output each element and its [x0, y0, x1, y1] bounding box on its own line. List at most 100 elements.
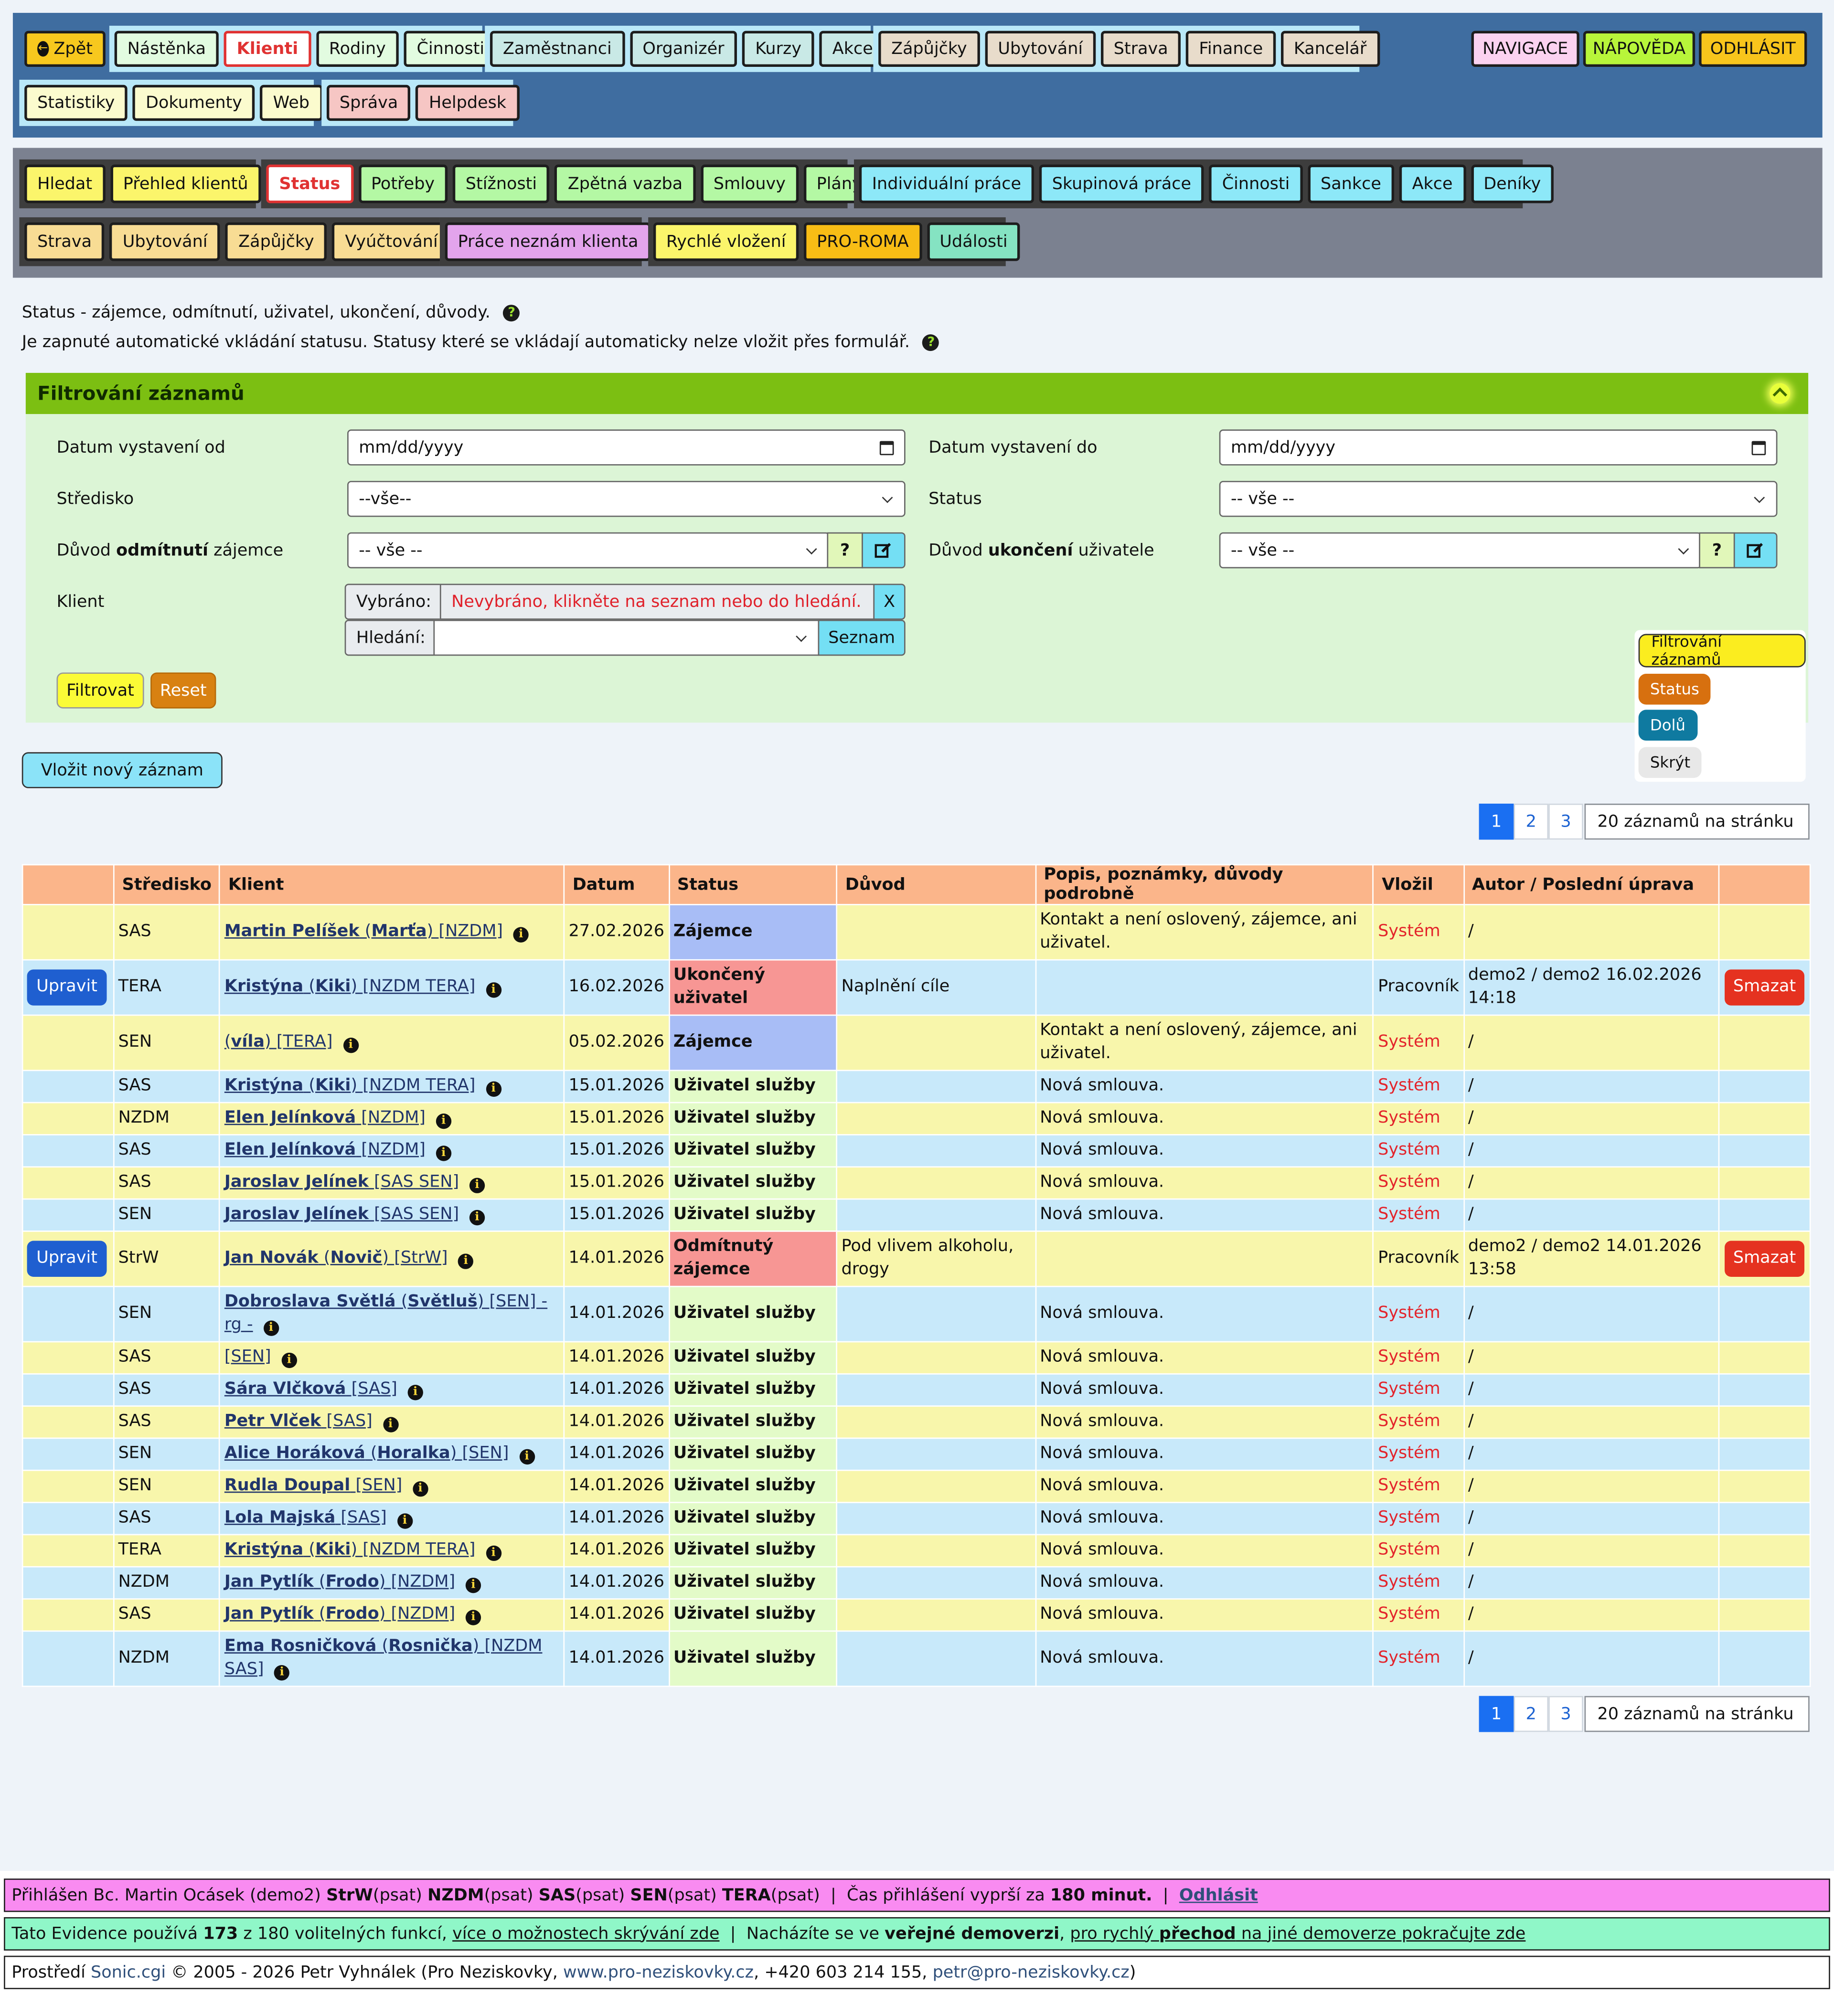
client-link[interactable]: Elen Jelínková [NZDM] — [224, 1108, 426, 1127]
info-icon[interactable]: i — [469, 1178, 485, 1193]
client-link[interactable]: Jan Pytlík (Frodo) [NZDM] — [224, 1604, 456, 1624]
duvod-odmitnuti-help-button[interactable]: ? — [827, 532, 863, 569]
calendar-icon[interactable] — [1751, 441, 1766, 456]
client-link[interactable]: Ema Rosničková (Rosnička) [NZDM SAS] — [224, 1636, 543, 1679]
jump-dolu-button[interactable]: Dolů — [1638, 710, 1697, 741]
sub-vyuctovani[interactable]: Vyúčtování — [332, 222, 451, 261]
edit-button[interactable]: Upravit — [27, 1241, 107, 1277]
info-icon[interactable]: i — [465, 1610, 481, 1625]
duvod-odmitnuti-edit-button[interactable] — [862, 532, 906, 569]
nav-zapujcky[interactable]: Zápůjčky — [878, 31, 980, 67]
duvod-ukonceni-select[interactable]: -- vše -- — [1219, 532, 1702, 569]
reset-button[interactable]: Reset — [150, 672, 216, 709]
client-link[interactable]: Kristýna (Kiki) [NZDM TERA] — [224, 1540, 476, 1560]
per-page-select[interactable]: 20 záznamů na stránku — [1584, 1696, 1810, 1732]
sub-zpetna-vazba[interactable]: Zpětná vazba — [554, 164, 696, 203]
delete-button[interactable]: Smazat — [1725, 1241, 1804, 1277]
info-icon[interactable]: i — [519, 1449, 535, 1465]
hide-button[interactable]: Skrýt — [1638, 747, 1702, 778]
client-link[interactable]: Alice Horáková (Horalka) [SEN] — [224, 1444, 509, 1464]
nav-dokumenty[interactable]: Dokumenty — [133, 85, 255, 121]
demo-switch-link[interactable]: pro rychlý přechod na jiné demoverze pok… — [1070, 1924, 1525, 1943]
nav-finance[interactable]: Finance — [1186, 31, 1276, 67]
sub-deniky[interactable]: Deníky — [1471, 164, 1554, 203]
collapse-chevron-icon[interactable] — [1770, 383, 1791, 404]
client-link[interactable]: Elen Jelínková [NZDM] — [224, 1141, 426, 1160]
nav-ubytovani[interactable]: Ubytování — [985, 31, 1096, 67]
client-link[interactable]: (víla) [TERA] — [224, 1032, 333, 1052]
filtrovat-button[interactable]: Filtrovat — [56, 672, 144, 709]
info-icon[interactable]: i — [436, 1113, 451, 1129]
nav-organizer[interactable]: Organizér — [629, 31, 737, 67]
nav-rodiny[interactable]: Rodiny — [316, 31, 399, 67]
page-1[interactable]: 1 — [1479, 1696, 1514, 1732]
sub-rychle-vlozeni[interactable]: Rychlé vložení — [653, 222, 799, 261]
client-link[interactable]: Lola Majská [SAS] — [224, 1508, 387, 1528]
info-icon[interactable]: i — [513, 927, 529, 943]
sonic-link[interactable]: Sonic.cgi — [90, 1963, 166, 1982]
info-icon[interactable]: i — [469, 1210, 485, 1226]
sub-hledat[interactable]: Hledat — [24, 164, 106, 203]
client-link[interactable]: Kristýna (Kiki) [NZDM TERA] — [224, 1076, 476, 1096]
help-icon[interactable]: ? — [922, 334, 939, 351]
sub-akce[interactable]: Akce — [1399, 164, 1466, 203]
info-icon[interactable]: i — [343, 1038, 359, 1053]
info-icon[interactable]: i — [485, 982, 501, 998]
stredisko-select[interactable]: --vše-- — [347, 481, 906, 517]
seznam-button[interactable]: Seznam — [818, 619, 906, 656]
client-link[interactable]: Jaroslav Jelínek [SAS SEN] — [224, 1205, 459, 1224]
duvod-ukonceni-help-button[interactable]: ? — [1699, 532, 1735, 569]
info-icon[interactable]: i — [485, 1081, 501, 1097]
page-3[interactable]: 3 — [1548, 804, 1583, 840]
odhlasit-button[interactable]: ODHLÁSIT — [1699, 31, 1807, 67]
delete-button[interactable]: Smazat — [1725, 969, 1804, 1006]
client-link[interactable]: Rudla Doupal [SEN] — [224, 1476, 402, 1495]
page-3[interactable]: 3 — [1548, 1696, 1583, 1732]
nav-strava[interactable]: Strava — [1100, 31, 1181, 67]
back-button[interactable]: ← Zpět — [24, 31, 106, 67]
sub-sankce[interactable]: Sankce — [1308, 164, 1394, 203]
edit-button[interactable]: Upravit — [27, 969, 107, 1006]
sub-prace-neznam-klienta[interactable]: Práce neznám klienta — [445, 222, 651, 261]
client-link[interactable]: Kristýna (Kiki) [NZDM TERA] — [224, 977, 476, 997]
sub-prehled-klientu[interactable]: Přehled klientů — [110, 164, 261, 203]
sub-cinnosti[interactable]: Činnosti — [1209, 164, 1303, 203]
per-page-select[interactable]: 20 záznamů na stránku — [1584, 804, 1810, 840]
sub-smlouvy[interactable]: Smlouvy — [700, 164, 799, 203]
page-2[interactable]: 2 — [1514, 804, 1549, 840]
info-icon[interactable]: i — [383, 1417, 398, 1432]
napoveda-button[interactable]: NÁPOVĚDA — [1583, 31, 1695, 67]
nav-klienti[interactable]: Klienti — [224, 31, 311, 67]
nav-kancelar[interactable]: Kancelář — [1280, 31, 1380, 67]
new-record-button[interactable]: Vložit nový záznam — [21, 752, 223, 788]
client-search-select[interactable] — [433, 619, 820, 656]
client-link[interactable]: Jan Pytlík (Frodo) [NZDM] — [224, 1572, 456, 1592]
sub-potreby[interactable]: Potřeby — [358, 164, 448, 203]
sub-status[interactable]: Status — [266, 164, 353, 203]
status-select[interactable]: -- vše -- — [1219, 481, 1778, 517]
help-icon[interactable]: ? — [503, 305, 520, 322]
sub-stiznosti[interactable]: Stížnosti — [452, 164, 550, 203]
nav-helpdesk[interactable]: Helpdesk — [416, 85, 520, 121]
jump-filtrovani-button[interactable]: Filtrování záznamů — [1638, 633, 1806, 668]
page-2[interactable]: 2 — [1514, 1696, 1549, 1732]
info-icon[interactable]: i — [485, 1545, 501, 1561]
duvod-odmitnuti-select[interactable]: -- vše -- — [347, 532, 830, 569]
client-link[interactable]: Jan Novák (Novič) [StrW] — [224, 1248, 448, 1268]
sub-ubytovani[interactable]: Ubytování — [109, 222, 221, 261]
client-link[interactable]: [SEN] — [224, 1348, 271, 1367]
navigace-button[interactable]: NAVIGACE — [1471, 31, 1579, 67]
info-icon[interactable]: i — [436, 1146, 451, 1161]
page-1[interactable]: 1 — [1479, 804, 1514, 840]
duvod-ukonceni-edit-button[interactable] — [1733, 532, 1778, 569]
nav-kurzy[interactable]: Kurzy — [742, 31, 815, 67]
client-link[interactable]: Petr Vlček [SAS] — [224, 1412, 373, 1431]
client-link[interactable]: Sára Vlčková [SAS] — [224, 1379, 397, 1399]
web-link[interactable]: www.pro-neziskovky.cz — [563, 1963, 754, 1982]
logout-link[interactable]: Odhlásit — [1179, 1885, 1258, 1905]
sub-individualni-prace[interactable]: Individuální práce — [859, 164, 1034, 203]
sub-strava[interactable]: Strava — [24, 222, 105, 261]
calendar-icon[interactable] — [879, 441, 894, 456]
nav-statistiky[interactable]: Statistiky — [24, 85, 128, 121]
nav-nastenka[interactable]: Nástěnka — [114, 31, 219, 67]
